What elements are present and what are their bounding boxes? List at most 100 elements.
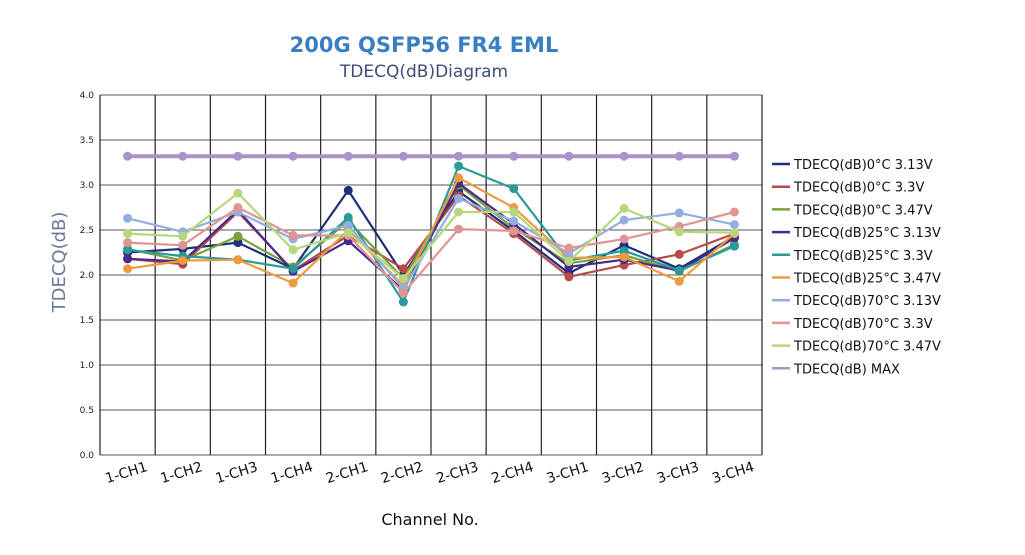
y-tick-label: 2.5	[80, 226, 94, 236]
data-point	[398, 151, 408, 161]
data-point	[509, 226, 519, 236]
data-point	[674, 227, 684, 237]
data-point	[233, 203, 243, 212]
legend-label: TDECQ(dB) MAX	[793, 362, 900, 377]
data-point	[509, 207, 519, 217]
data-point	[343, 151, 353, 161]
data-point	[509, 184, 519, 194]
x-tick-label: 3-CH1	[545, 459, 591, 487]
legend-label: TDECQ(dB)0°C 3.47V	[793, 203, 933, 218]
data-point	[398, 297, 408, 307]
x-axis-label: Channel No.	[381, 510, 478, 529]
data-point	[729, 220, 739, 230]
data-point	[123, 264, 133, 274]
data-point	[619, 215, 629, 225]
legend-label: TDECQ(dB)25°C 3.13V	[793, 226, 941, 241]
legend-label: TDECQ(dB)70°C 3.13V	[793, 294, 941, 309]
data-point	[509, 216, 519, 226]
legend-item: TDECQ(dB)0°C 3.47V	[772, 203, 933, 218]
legend-item: TDECQ(dB)25°C 3.47V	[772, 272, 941, 287]
legend-label: TDECQ(dB)0°C 3.3V	[793, 181, 924, 196]
x-tick-label: 2-CH3	[434, 459, 480, 487]
data-point	[398, 274, 408, 284]
series-10	[123, 151, 739, 161]
data-point	[398, 288, 408, 298]
series-9	[123, 188, 739, 284]
data-point	[288, 151, 298, 161]
legend-label: TDECQ(dB)70°C 3.47V	[793, 340, 941, 355]
series-line	[127, 197, 735, 290]
x-tick-label: 1-CH4	[269, 459, 315, 487]
data-point	[674, 208, 684, 218]
data-point	[674, 151, 684, 161]
data-point	[674, 249, 684, 259]
data-point	[564, 151, 574, 161]
series-line	[127, 192, 735, 280]
legend-label: TDECQ(dB)70°C 3.3V	[793, 317, 933, 332]
data-point	[729, 151, 739, 161]
data-point	[619, 203, 629, 213]
data-point	[619, 234, 629, 244]
y-tick-label: 3.5	[80, 136, 94, 146]
data-point	[178, 256, 188, 266]
data-point	[564, 257, 574, 266]
data-point	[178, 231, 188, 241]
data-point	[619, 252, 629, 262]
x-tick-label: 3-CH4	[710, 459, 756, 487]
data-point	[619, 151, 629, 161]
y-axis-label: TDECQ(dB)	[49, 212, 70, 314]
data-point	[123, 151, 133, 161]
data-point	[288, 230, 298, 240]
legend-label: TDECQ(dB)0°C 3.13V	[793, 158, 933, 173]
x-tick-label: 2-CH2	[379, 459, 425, 487]
series-line	[127, 206, 735, 295]
y-tick-label: 4.0	[80, 91, 95, 101]
axis-layer: 0.0 0.5 1.0 1.5 2.0 2.5 3.0 3.5 4.0 1-CH1 1-CH2 1-C…	[80, 91, 757, 487]
y-tick-label: 1.0	[80, 361, 95, 371]
x-tick-label: 1-CH1	[103, 459, 149, 487]
data-point	[454, 194, 464, 203]
legend-item: TDECQ(dB)0°C 3.3V	[772, 181, 924, 196]
x-tick-label: 2-CH4	[490, 459, 536, 487]
data-point	[398, 264, 408, 274]
data-point	[123, 245, 133, 255]
legend-item: TDECQ(dB)70°C 3.47V	[772, 340, 941, 355]
series-layer	[123, 151, 739, 307]
data-point	[178, 151, 188, 161]
x-tick-label: 1-CH3	[214, 459, 260, 487]
legend-item: TDECQ(dB)70°C 3.3V	[772, 317, 933, 332]
data-point	[343, 221, 353, 230]
data-point	[178, 240, 188, 250]
x-tick-label: 2-CH1	[324, 459, 370, 487]
data-point	[729, 207, 739, 217]
data-point	[233, 238, 243, 248]
data-point	[343, 212, 353, 222]
data-point	[454, 224, 464, 234]
x-tick-label: 3-CH3	[655, 459, 701, 487]
data-point	[729, 241, 739, 251]
data-point	[454, 207, 464, 217]
legend-label: TDECQ(dB)25°C 3.3V	[793, 249, 933, 264]
legend-item: TDECQ(dB)70°C 3.13V	[772, 294, 941, 309]
data-point	[564, 243, 574, 253]
data-point	[454, 173, 464, 183]
data-point	[123, 238, 133, 248]
data-point	[564, 272, 574, 282]
data-point	[454, 151, 464, 161]
data-point	[233, 231, 243, 241]
series-line	[127, 176, 736, 287]
data-point	[123, 229, 133, 239]
legend-label: TDECQ(dB)25°C 3.47V	[793, 272, 941, 287]
x-tick-label: 1-CH2	[159, 459, 205, 487]
data-point	[233, 188, 243, 198]
data-point	[123, 213, 133, 223]
data-point	[288, 278, 298, 288]
data-point	[288, 245, 298, 255]
legend-item: TDECQ(dB)0°C 3.13V	[772, 158, 933, 173]
chart-subtitle: TDECQ(dB)Diagram	[339, 62, 508, 82]
data-point	[233, 151, 243, 161]
data-point	[343, 185, 353, 195]
data-point	[123, 254, 133, 264]
